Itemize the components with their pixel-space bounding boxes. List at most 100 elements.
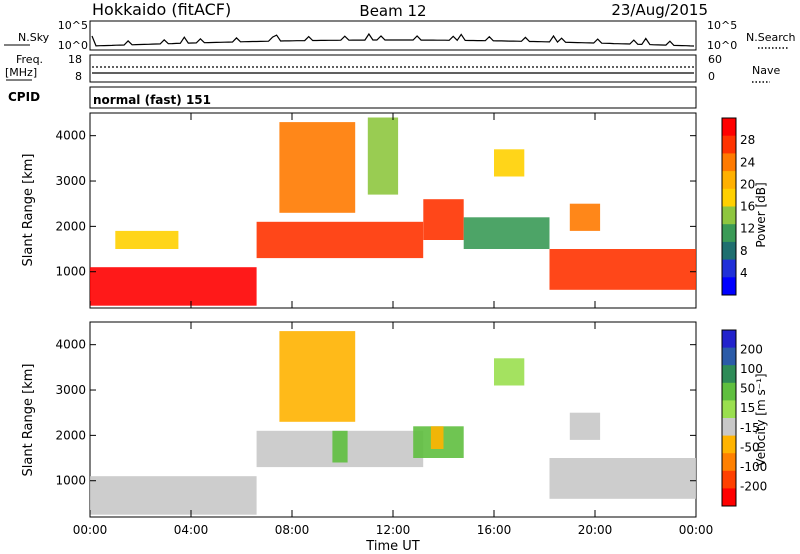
colorbar-swatch: [722, 153, 736, 172]
colorbar-swatch: [722, 470, 736, 489]
power-region-5: [463, 217, 550, 249]
velocity-colorbar: 200 100 50 15 -15 -50 -100 -200: [721, 329, 767, 507]
freq-panel: Freq. [MHz] 18 8 60 0 Nave: [5, 53, 780, 83]
colorbar-swatch: [722, 365, 736, 384]
y-tick-label: 1000: [55, 474, 86, 488]
freq-unit-label: [MHz]: [5, 66, 37, 79]
colorbar-tick-label: 200: [740, 343, 763, 357]
velocity-region-4: [430, 426, 444, 449]
colorbar-swatch: [722, 118, 736, 137]
y-tick-label: 4000: [55, 129, 86, 143]
colorbar-swatch: [722, 418, 736, 437]
y-tick-label: 3000: [55, 383, 86, 397]
colorbar-swatch: [722, 259, 736, 278]
power-colorbar-title: Power [dB]: [754, 182, 768, 247]
x-tick-label: 16:00: [477, 523, 512, 537]
y-tick-label: 1000: [55, 265, 86, 279]
power-y-axis-label: Slant Range [km]: [21, 154, 36, 267]
colorbar-swatch: [722, 171, 736, 190]
colorbar-frame: [721, 117, 737, 296]
colorbar-tick-label: -200: [740, 479, 767, 493]
x-axis-label: Time UT: [365, 539, 419, 554]
noise-panel: N.Sky 10^5 10^0 10^5 10^0 N.Search: [4, 19, 796, 52]
noise-right-tick-bottom: 10^0: [707, 39, 737, 52]
colorbar-swatch: [722, 330, 736, 349]
nave-label: Nave: [752, 64, 780, 77]
colorbar-swatch: [722, 135, 736, 154]
freq-label: Freq.: [16, 53, 43, 66]
cpid-panel: CPID normal (fast) 151: [8, 86, 697, 109]
colorbar-tick-label: 24: [740, 155, 755, 169]
power-region-0: [90, 267, 257, 306]
noise-right-tick-top: 10^5: [707, 19, 737, 32]
y-tick-label: 4000: [55, 338, 86, 352]
colorbar-tick-label: 20: [740, 177, 755, 191]
power-region-2: [279, 122, 356, 213]
colorbar-tick-label: 12: [740, 222, 755, 236]
power-y-ticks: 1000 2000 3000 4000: [55, 129, 696, 279]
power-x-ticks: [89, 113, 697, 308]
colorbar-tick-label: 16: [740, 200, 755, 214]
x-tick-label: 20:00: [578, 523, 613, 537]
power-region-1: [256, 221, 424, 259]
x-tick-label: 00:00: [679, 523, 714, 537]
velocity-y-axis-label: Slant Range [km]: [21, 364, 36, 477]
colorbar-tick-label: 15: [740, 401, 755, 415]
colorbar-tick-label: 4: [740, 266, 748, 280]
freq-tick-bottom: 8: [75, 70, 82, 83]
cpid-panel-frame: [89, 86, 697, 109]
power-panel: 1000 2000 3000 4000 Slant Range [km]: [21, 112, 697, 309]
power-region-3: [367, 117, 399, 195]
velocity-region-7: [549, 458, 696, 499]
cpid-value: normal (fast) 151: [93, 93, 211, 107]
beam-title: Beam 12: [359, 2, 426, 20]
power-region-4: [423, 199, 464, 240]
noise-search-label: N.Search: [746, 31, 796, 44]
colorbar-swatch: [722, 400, 736, 419]
colorbar-swatch: [722, 382, 736, 401]
velocity-panel: 1000 2000 3000 4000 Slant Range [km] 00:00 0…: [21, 321, 714, 554]
noise-sky-label: N.Sky: [18, 31, 50, 44]
power-colorbar: 28 24 20 16 12 8 4: [721, 117, 755, 296]
colorbar-swatch: [722, 347, 736, 366]
velocity-x-ticks: 00:00 04:00 08:00 12:00 16:00 20:00 00:00: [73, 322, 714, 537]
velocity-region-5: [279, 331, 356, 422]
colorbar-swatch: [722, 488, 736, 507]
colorbar-swatch: [722, 453, 736, 472]
velocity-region-0: [90, 476, 257, 515]
nave-tick-bottom: 0: [708, 70, 715, 83]
velocity-region-8: [569, 412, 601, 440]
colorbar-swatch: [722, 224, 736, 243]
colorbar-swatch: [722, 435, 736, 454]
colorbar-frame: [721, 329, 737, 507]
noise-panel-frame: [89, 20, 697, 51]
colorbar-tick-label: -50: [740, 440, 760, 454]
colorbar-swatch: [722, 241, 736, 261]
colorbar-tick-label: -100: [740, 460, 767, 474]
x-tick-label: 08:00: [275, 523, 310, 537]
colorbar-tick-label: 28: [740, 133, 755, 147]
station-title: Hokkaido (fitACF): [92, 0, 231, 19]
freq-panel-frame: [89, 54, 697, 83]
power-region-7: [549, 249, 696, 290]
velocity-y-ticks: 1000 2000 3000 4000: [55, 338, 696, 488]
y-tick-label: 3000: [55, 174, 86, 188]
x-tick-label: 04:00: [174, 523, 209, 537]
power-regions: [90, 117, 696, 306]
y-tick-label: 2000: [55, 428, 86, 442]
colorbar-tick-label: -15: [740, 421, 760, 435]
noise-left-tick-bottom: 10^0: [58, 39, 88, 52]
velocity-region-2: [332, 430, 348, 463]
nave-tick-top: 60: [708, 53, 722, 66]
freq-tick-top: 18: [68, 53, 82, 66]
colorbar-swatch: [722, 277, 736, 296]
colorbar-swatch: [722, 188, 736, 207]
noise-sky-trace: [91, 32, 695, 47]
y-tick-label: 2000: [55, 219, 86, 233]
colorbar-swatch: [722, 206, 736, 225]
power-region-8: [569, 203, 601, 231]
cpid-label: CPID: [8, 90, 40, 104]
velocity-regions: [90, 331, 696, 515]
power-region-6: [494, 149, 525, 177]
